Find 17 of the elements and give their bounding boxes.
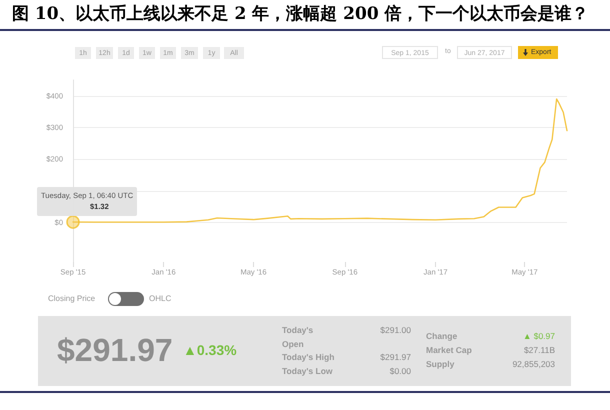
text: Today's Open <box>282 324 314 351</box>
text: OHLC <box>149 294 172 303</box>
text: $291.97 <box>57 332 173 368</box>
text: Today's High <box>282 351 334 364</box>
text: $0.00 <box>390 365 411 378</box>
text: Today's Low <box>282 365 333 378</box>
chart-title: 图 10、以太币上线以来不足 2 年，涨幅超 200 倍，下一个以太币会是谁？ <box>12 4 589 24</box>
text: $291.00 <box>380 324 411 337</box>
text: ▲0.33% <box>183 342 237 358</box>
text: $27.11B <box>524 344 555 357</box>
text: Supply <box>426 358 454 371</box>
text: Change <box>426 330 458 343</box>
text: $291.97 <box>380 351 411 364</box>
text: Market Cap <box>426 344 472 357</box>
text: 92,855,203 <box>512 358 555 371</box>
text: ▲ $0.97 <box>522 330 555 343</box>
text: Closing Price <box>48 294 96 303</box>
